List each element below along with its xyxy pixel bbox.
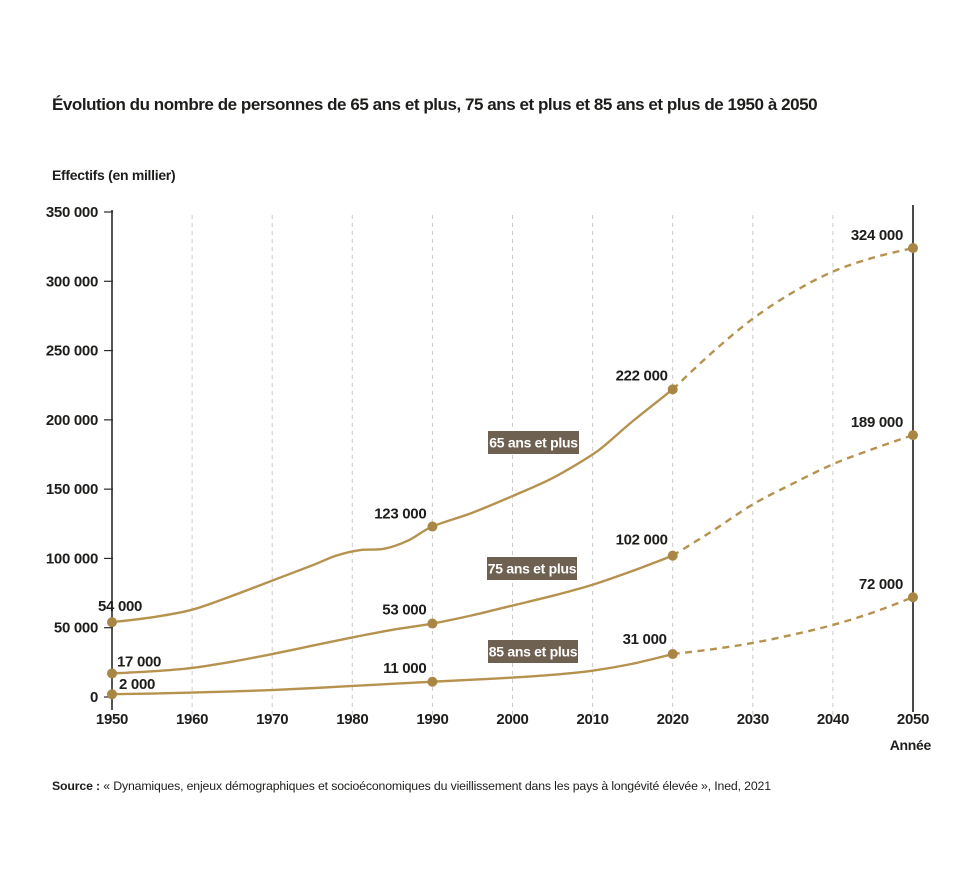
x-tick-label: 2030 <box>737 711 769 728</box>
point-value-label: 2 000 <box>119 676 155 693</box>
data-point-marker <box>667 649 678 660</box>
y-tick-label: 50 000 <box>54 620 98 637</box>
x-tick-label: 1970 <box>256 711 288 728</box>
x-tick-label: 1960 <box>176 711 208 728</box>
data-point-marker <box>427 676 438 687</box>
data-point-marker <box>667 550 678 561</box>
x-tick-label: 1980 <box>336 711 368 728</box>
series-line-projected-2 <box>672 596 914 656</box>
series-line-solid-1 <box>110 554 674 675</box>
series-line-projected-0 <box>671 246 914 391</box>
source-line: Source : « Dynamiques, enjeux démographi… <box>52 779 932 793</box>
series-tag-label-2: 85 ans et plus <box>489 644 578 660</box>
y-tick-label: 0 <box>90 689 98 706</box>
series-line-projected-1 <box>672 433 914 557</box>
x-tick-label: 2000 <box>496 711 528 728</box>
point-value-label: 17 000 <box>117 653 161 670</box>
point-value-label: 324 000 <box>851 227 903 244</box>
data-point-marker <box>908 430 918 441</box>
series-tag-label-1: 75 ans et plus <box>488 561 577 577</box>
x-tick-label: 2040 <box>817 711 849 728</box>
y-tick-label: 350 000 <box>46 204 98 221</box>
x-tick-label: 1990 <box>416 711 448 728</box>
data-point-marker <box>427 521 438 532</box>
y-tick-label: 200 000 <box>46 412 98 429</box>
y-tick-label: 150 000 <box>46 481 98 498</box>
series-tag-box-0 <box>488 431 579 454</box>
series-line-solid-2 <box>110 652 674 696</box>
y-tick-label: 250 000 <box>46 343 98 360</box>
data-point-marker <box>908 592 918 603</box>
point-value-label: 31 000 <box>623 631 667 648</box>
y-tick-label: 300 000 <box>46 273 98 290</box>
y-axis-unit-label: Effectifs (en millier) <box>52 167 176 183</box>
point-value-label: 53 000 <box>382 602 426 619</box>
data-point-marker <box>427 618 438 629</box>
data-point-marker <box>107 617 117 628</box>
data-point-marker <box>667 384 678 395</box>
point-value-label: 222 000 <box>616 367 668 384</box>
series-tag-box-2 <box>488 640 578 663</box>
chart-title: Évolution du nombre de personnes de 65 a… <box>52 95 818 114</box>
point-value-label: 102 000 <box>616 532 668 549</box>
x-tick-label: 2050 <box>897 711 929 728</box>
series-tag-box-1 <box>487 557 577 580</box>
series-line-solid-0 <box>110 388 674 624</box>
data-point-marker <box>107 668 117 679</box>
data-point-marker <box>908 243 918 254</box>
point-value-label: 72 000 <box>859 576 903 593</box>
point-value-label: 189 000 <box>851 414 903 431</box>
source-text: « Dynamiques, enjeux démographiques et s… <box>100 779 771 793</box>
point-value-label: 54 000 <box>98 598 142 615</box>
source-prefix: Source : <box>52 779 100 793</box>
series-tag-label-0: 65 ans et plus <box>489 435 578 451</box>
x-tick-label: 1950 <box>96 711 128 728</box>
data-point-marker <box>107 689 117 700</box>
point-value-label: 11 000 <box>383 660 426 677</box>
x-tick-label: 2020 <box>657 711 689 728</box>
x-axis-label: Année <box>890 737 932 753</box>
x-tick-label: 2010 <box>577 711 609 728</box>
y-tick-label: 100 000 <box>46 550 98 567</box>
point-value-label: 123 000 <box>374 506 426 523</box>
